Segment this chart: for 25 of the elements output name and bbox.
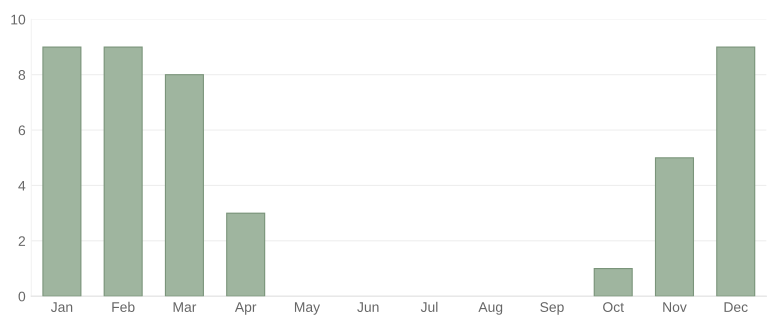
bar [594, 268, 633, 296]
y-tick-label: 2 [18, 236, 26, 246]
x-tick-label: May [294, 302, 320, 315]
x-tick-label: Nov [663, 302, 687, 312]
bar [104, 46, 143, 296]
y-tick-label: 0 [18, 292, 26, 302]
bar [164, 74, 204, 296]
x-tick-label: Oct [603, 302, 624, 312]
x-tick-label: Dec [724, 302, 748, 312]
y-tick-label: 10 [11, 14, 26, 24]
x-tick-label: Jul [420, 302, 438, 312]
y-tick-label: 8 [18, 70, 26, 80]
bar [654, 157, 694, 296]
bar [226, 212, 266, 296]
x-tick-label: Mar [174, 302, 196, 312]
bar [42, 46, 82, 296]
x-tick-label: Feb [112, 302, 135, 312]
x-tick-label: Jan [50, 302, 72, 312]
x-tick-label: Aug [478, 302, 502, 315]
x-tick-label: Apr [234, 302, 256, 315]
y-tick-label: 6 [18, 125, 26, 136]
bar [716, 46, 756, 296]
y-tick-label: 4 [18, 180, 26, 191]
x-tick-label: Sep [540, 302, 564, 315]
x-tick-label: Jun [357, 302, 378, 312]
